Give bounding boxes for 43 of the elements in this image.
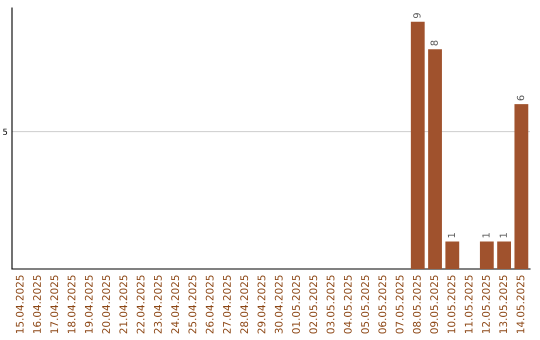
- x-tick-label: 16.04.2025: [33, 275, 41, 334]
- x-tick-label: 13.05.2025: [499, 275, 508, 334]
- x-tick-label: 17.04.2025: [50, 275, 58, 334]
- bar: [514, 104, 528, 269]
- data-label: 1: [448, 233, 455, 238]
- x-tick-label: 14.05.2025: [516, 275, 524, 334]
- bar: [480, 242, 494, 269]
- x-tick-label: 08.05.2025: [412, 275, 421, 334]
- data-label: 1: [500, 233, 507, 238]
- x-tick-label: 18.04.2025: [68, 275, 76, 334]
- data-label: 9: [413, 13, 421, 18]
- x-tick-label: 22.04.2025: [136, 275, 145, 334]
- x-tick-label: 23.04.2025: [154, 275, 162, 334]
- data-label: 8: [430, 40, 438, 46]
- x-tick-label: 07.05.2025: [396, 275, 404, 334]
- data-label: 6: [516, 95, 524, 100]
- x-tick-label: 30.04.2025: [274, 275, 283, 334]
- x-tick-label: 20.04.2025: [102, 275, 110, 334]
- x-tick-label: 27.04.2025: [222, 275, 231, 334]
- x-tick-label: 05.05.2025: [361, 275, 369, 334]
- x-tick-label: 29.04.2025: [258, 275, 266, 334]
- x-tick-label: 11.05.2025: [464, 275, 473, 334]
- x-tick-label: 02.05.2025: [309, 275, 318, 334]
- x-tick-label: 10.05.2025: [447, 275, 456, 334]
- x-tick-label: 28.04.2025: [240, 275, 248, 334]
- x-tick-label: 04.05.2025: [344, 275, 352, 334]
- x-tick-label: 09.05.2025: [430, 275, 438, 334]
- x-tick-label: 21.04.2025: [119, 275, 128, 334]
- x-tick-label: 25.04.2025: [188, 275, 196, 334]
- x-tick-label: 01.05.2025: [292, 275, 300, 334]
- x-tick-label: 15.04.2025: [16, 275, 24, 334]
- data-label: 1: [482, 233, 490, 238]
- x-tick-label: 06.05.2025: [378, 275, 386, 334]
- x-tick-label: 24.04.2025: [171, 275, 180, 334]
- bar: [445, 242, 460, 269]
- x-tick-label: 12.05.2025: [482, 275, 490, 334]
- bar: [428, 49, 442, 269]
- y-tick-label: 5: [3, 128, 8, 135]
- x-tick-label: 19.04.2025: [84, 275, 93, 334]
- bar: [497, 242, 512, 269]
- x-tick-label: 26.04.2025: [206, 275, 214, 334]
- x-tick-label: 03.05.2025: [326, 275, 334, 334]
- bar: [410, 22, 425, 269]
